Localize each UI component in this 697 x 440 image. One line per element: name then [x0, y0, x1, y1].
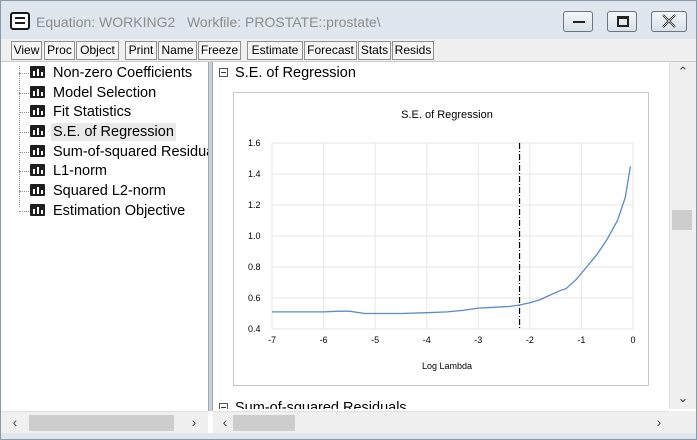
estimate-button[interactable]: Estimate	[247, 41, 303, 60]
graph-icon	[30, 66, 45, 78]
scroll-up-icon[interactable]: ⌃	[677, 64, 689, 79]
tree-horizontal-scrollbar[interactable]: ‹ ›	[1, 411, 208, 433]
chart-title: S.E. of Regression	[401, 109, 493, 121]
section-title: S.E. of Regression	[235, 65, 356, 81]
resids-button[interactable]: Resids	[392, 41, 434, 60]
tree-item-l1-norm[interactable]: L1-norm	[1, 161, 208, 181]
graph-icon	[30, 204, 45, 216]
x-tick-label: -1	[577, 335, 585, 345]
close-button[interactable]	[651, 11, 687, 32]
y-tick-label: 0.4	[248, 324, 261, 334]
maximize-icon	[617, 16, 629, 27]
window-bottom-border	[1, 433, 696, 439]
y-tick-label: 1.6	[248, 138, 261, 148]
vertical-scroll-thumb[interactable]	[672, 210, 692, 230]
scroll-left-icon[interactable]: ‹	[222, 414, 228, 430]
tree-item-label: Non-zero Coefficients	[53, 65, 193, 81]
toolbar: View Proc Object Print Name Freeze Estim…	[1, 39, 696, 62]
graph-icon	[30, 86, 45, 98]
tree-item-sum-of-squared-residuals[interactable]: Sum-of-squared Residua	[1, 142, 208, 162]
y-tick-label: 1.0	[248, 231, 261, 241]
tree-connector	[19, 66, 20, 207]
freeze-button[interactable]: Freeze	[198, 41, 241, 60]
tree-item-label: Sum-of-squared Residua	[53, 144, 208, 160]
tree-item-label: Fit Statistics	[53, 104, 132, 120]
scrollbar-corner	[669, 411, 696, 433]
tree-item-fit-statistics[interactable]: Fit Statistics	[1, 102, 208, 122]
maximize-button[interactable]	[607, 11, 637, 32]
collapse-icon[interactable]	[219, 403, 228, 409]
x-tick-label: -3	[474, 335, 482, 345]
tree-item-se-of-regression[interactable]: S.E. of Regression	[1, 122, 208, 142]
section-title: Sum-of-squared Residuals	[235, 400, 407, 409]
se-regression-chart: S.E. of Regression 0.4 0.6 0.8 1.0 1.2 1.4 1.6…	[248, 109, 636, 371]
print-button[interactable]: Print	[125, 41, 157, 60]
content-horizontal-scrollbar[interactable]: ‹ ›	[213, 411, 669, 433]
section-header-se-of-regression[interactable]: S.E. of Regression	[219, 65, 356, 81]
title-bar[interactable]: Equation: WORKING2 Workfile: PROSTATE::p…	[1, 1, 696, 39]
chart-frame: S.E. of Regression 0.4 0.6 0.8 1.0 1.2 1.4 1.6…	[233, 92, 649, 386]
output-tree: Non-zero Coefficients Model Selection Fi…	[1, 62, 208, 409]
scroll-left-icon[interactable]: ‹	[12, 414, 18, 430]
graph-icon	[30, 164, 45, 176]
content-horizontal-scroll-thumb[interactable]	[233, 415, 295, 431]
x-tick-label: -7	[268, 335, 276, 345]
close-icon	[662, 14, 676, 28]
output-content: S.E. of Regression S.E. of Regression 0.…	[213, 62, 669, 409]
collapse-icon[interactable]	[219, 68, 228, 77]
x-axis-label: Log Lambda	[422, 361, 472, 371]
tree-item-squared-l2-norm[interactable]: Squared L2-norm	[1, 181, 208, 201]
stats-button[interactable]: Stats	[358, 41, 391, 60]
graph-icon	[30, 125, 45, 137]
window-title: Equation: WORKING2 Workfile: PROSTATE::p…	[36, 14, 381, 30]
tree-item-label: Estimation Objective	[53, 203, 186, 219]
name-button[interactable]: Name	[158, 41, 197, 60]
proc-button[interactable]: Proc	[44, 41, 75, 60]
y-tick-label: 0.6	[248, 293, 261, 303]
x-tick-label: -2	[526, 335, 534, 345]
tree-item-non-zero-coefficients[interactable]: Non-zero Coefficients	[1, 63, 208, 83]
tree-item-model-selection[interactable]: Model Selection	[1, 83, 208, 103]
graph-icon	[30, 145, 45, 157]
scroll-right-icon[interactable]: ›	[191, 414, 197, 430]
x-tick-label: -6	[320, 335, 328, 345]
scroll-right-icon[interactable]: ›	[656, 414, 662, 430]
forecast-button[interactable]: Forecast	[304, 41, 357, 60]
graph-icon	[30, 184, 45, 196]
y-tick-label: 1.2	[248, 200, 261, 210]
minimize-button[interactable]	[563, 11, 593, 32]
x-tick-label: -4	[423, 335, 431, 345]
series-line	[272, 166, 632, 315]
x-tick-label: 0	[630, 335, 635, 345]
tree-item-estimation-objective[interactable]: Estimation Objective	[1, 201, 208, 221]
window-menu-icon[interactable]	[10, 12, 30, 30]
tree-item-label: Squared L2-norm	[53, 183, 166, 199]
graph-icon	[30, 105, 45, 117]
vertical-scrollbar[interactable]: ⌃ ⌄	[669, 62, 696, 409]
view-button[interactable]: View	[11, 41, 42, 60]
section-header-sum-of-squared-residuals[interactable]: Sum-of-squared Residuals	[219, 400, 407, 409]
tree-item-label: L1-norm	[53, 163, 107, 179]
minimize-icon	[573, 21, 585, 23]
tree-item-label: S.E. of Regression	[51, 123, 176, 141]
y-tick-label: 0.8	[248, 262, 261, 272]
tree-horizontal-scroll-thumb[interactable]	[29, 415, 174, 431]
x-tick-label: -5	[371, 335, 379, 345]
object-button[interactable]: Object	[76, 41, 119, 60]
y-tick-label: 1.4	[248, 169, 261, 179]
tree-item-label: Model Selection	[53, 85, 157, 101]
pane-splitter[interactable]	[208, 62, 213, 411]
scroll-down-icon[interactable]: ⌄	[677, 390, 689, 405]
